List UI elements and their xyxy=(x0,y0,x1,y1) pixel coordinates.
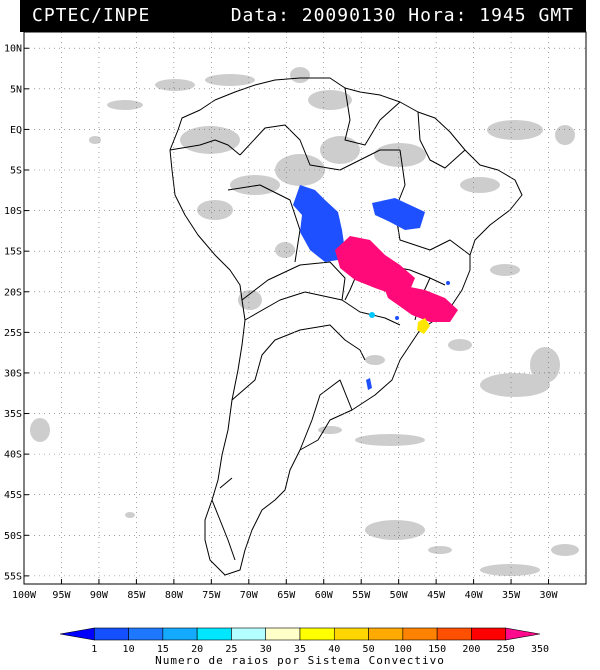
lat-tick-label: 45S xyxy=(4,490,22,501)
satellite-cloud-cover xyxy=(30,67,579,576)
legend-swatch xyxy=(196,627,232,641)
lat-tick-label: 5N xyxy=(10,84,22,95)
system-central-brazil xyxy=(293,185,345,262)
lat-tick-label: 5S xyxy=(10,166,22,177)
legend-swatch xyxy=(505,627,541,641)
legend-swatch xyxy=(59,627,95,641)
lat-tick-label: 30S xyxy=(4,368,22,379)
legend-label: 25 xyxy=(225,644,237,655)
convective-systems xyxy=(293,185,458,390)
legend-label: 100 xyxy=(394,644,412,655)
legend-swatch xyxy=(231,627,267,641)
lat-tick-label: 10S xyxy=(4,206,22,217)
legend-label: 15 xyxy=(157,644,169,655)
lon-tick-label: 40W xyxy=(465,590,484,601)
lon-tick-label: 100W xyxy=(12,590,37,601)
legend-label: 150 xyxy=(428,644,446,655)
lat-tick-label: 15S xyxy=(4,247,22,258)
legend-label: 10 xyxy=(123,644,135,655)
system-parana-yellow xyxy=(417,318,430,334)
legend-label: 20 xyxy=(191,644,203,655)
lat-tick-label: EQ xyxy=(10,125,22,136)
legend-swatch xyxy=(299,627,335,641)
legend-caption: Numero de raios por Sistema Convectivo xyxy=(155,654,445,667)
legend-label: 250 xyxy=(497,644,515,655)
legend-label: 50 xyxy=(363,644,375,655)
lat-tick-label: 55S xyxy=(4,571,22,582)
legend-swatch xyxy=(368,627,404,641)
system-mg-blue-dot xyxy=(446,281,450,285)
system-goias-mg xyxy=(335,236,415,295)
legend-label: 40 xyxy=(328,644,340,655)
plot-border xyxy=(23,31,587,585)
legend-swatch xyxy=(93,627,129,641)
system-paraguay-cyan xyxy=(369,312,375,318)
color-legend: 1 10 15 20 25 30 35 40 50 100 150 200 250 350 xyxy=(59,627,549,655)
legend-label: 1 xyxy=(91,644,97,655)
legend-swatch xyxy=(162,627,198,641)
lat-tick-label: 50S xyxy=(4,531,22,542)
legend-swatch xyxy=(333,627,369,641)
lon-tick-label: 95W xyxy=(52,590,71,601)
lon-tick-label: 35W xyxy=(502,590,521,601)
lon-tick-label: 70W xyxy=(240,590,259,601)
lat-tick-label: 40S xyxy=(4,450,22,461)
datetime-label: Data: 20090130 Hora: 1945 GMT xyxy=(230,5,574,26)
legend-label: 200 xyxy=(462,644,480,655)
lon-tick-label: 90W xyxy=(90,590,109,601)
legend-label: 30 xyxy=(260,644,272,655)
legend-swatch xyxy=(265,627,301,641)
lat-tick-label: 25S xyxy=(4,328,22,339)
lon-tick-label: 60W xyxy=(315,590,334,601)
lon-tick-label: 45W xyxy=(427,590,446,601)
lon-tick-label: 55W xyxy=(352,590,371,601)
system-sao-paulo xyxy=(385,286,458,322)
latitude-axis: 10N 5N EQ 5S 10S 15S 20S 25S 30S 35S 40S 45S 50S 55S xyxy=(4,44,29,582)
legend-swatch xyxy=(402,627,438,641)
legend-label: 350 xyxy=(531,644,549,655)
system-ms-blue-dot xyxy=(395,316,399,320)
legend-swatch xyxy=(471,627,507,641)
longitude-axis: 100W 95W 90W 85W 80W 75W 70W 65W 60W 55W 50W 45W 40W… xyxy=(12,579,559,601)
graticule xyxy=(23,32,586,584)
lon-tick-label: 85W xyxy=(127,590,146,601)
lon-tick-label: 65W xyxy=(277,590,296,601)
system-rs-blue xyxy=(366,378,372,390)
lon-tick-label: 50W xyxy=(390,590,409,601)
legend-swatch xyxy=(128,627,164,641)
lat-tick-label: 20S xyxy=(4,287,22,298)
lon-tick-label: 30W xyxy=(540,590,559,601)
agency-label: CPTEC/INPE xyxy=(32,5,151,26)
lat-tick-label: 10N xyxy=(4,44,22,55)
legend-label: 35 xyxy=(294,644,306,655)
lat-tick-label: 35S xyxy=(4,409,22,420)
lon-tick-label: 80W xyxy=(165,590,184,601)
legend-swatch xyxy=(436,627,472,641)
system-bahia xyxy=(372,198,425,230)
lon-tick-label: 75W xyxy=(202,590,221,601)
map-header: CPTEC/INPE Data: 20090130 Hora: 1945 GMT xyxy=(20,0,586,32)
